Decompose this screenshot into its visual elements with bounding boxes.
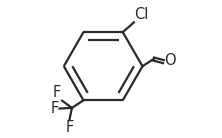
Text: F: F xyxy=(53,85,61,100)
Text: O: O xyxy=(165,54,176,68)
Text: Cl: Cl xyxy=(135,7,149,22)
Text: F: F xyxy=(50,101,59,116)
Text: F: F xyxy=(65,120,74,135)
